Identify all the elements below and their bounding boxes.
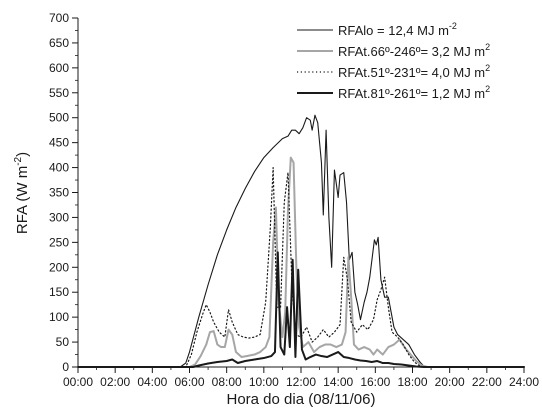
legend-item-rfat66: RFAt.66º-246º= 3,2 MJ m2 [297,42,490,59]
legend-label: RFAt.81º-261º= 1,2 MJ m2 [338,84,490,101]
y-tick-label: 50 [56,335,70,349]
y-tick-label: 300 [49,210,69,224]
x-tick-label: 02:00 [100,375,130,389]
legend-label: RFAlo = 12,4 MJ m-2 [338,21,457,38]
x-tick-label: 20:00 [435,375,465,389]
y-tick-label: 450 [49,136,69,150]
x-tick-label: 04:00 [137,375,167,389]
x-tick-label: 08:00 [212,375,242,389]
legend-label-main: RFAlo = 12,4 MJ m [338,23,449,38]
tick-labels: 0 50 100 150 200 250 300 350 400 450 500 550 600 650 7… [49,11,539,389]
legend-label-sup: 2 [485,63,490,73]
legend-label-main: RFAt.66º-246º= 3,2 MJ m [338,44,485,59]
legend-label-main: RFAt.81º-261º= 1,2 MJ m [338,86,485,101]
y-tick-label: 250 [49,235,69,249]
y-tick-label: 350 [49,186,69,200]
y-tick-label: 650 [49,36,69,50]
x-axis-title: Hora do dia (08/11/06) [227,391,376,408]
legend-item-rfalo: RFAlo = 12,4 MJ m-2 [297,21,457,38]
y-tick-label: 200 [49,260,69,274]
y-tick-label: 0 [62,360,69,374]
y-tick-label: 700 [49,11,69,25]
legend-label: RFAt.66º-246º= 3,2 MJ m2 [338,42,490,59]
y-tick-label: 500 [49,111,69,125]
legend-item-rfat81: RFAt.81º-261º= 1,2 MJ m2 [297,84,490,101]
x-tick-label: 24:00 [509,375,539,389]
x-tick-label: 22:00 [472,375,502,389]
axes [77,18,524,368]
x-tick-label: 16:00 [360,375,390,389]
series-rfalo-line [77,114,525,368]
y-axis-title-end: ) [14,152,31,157]
x-tick-label: 10:00 [249,375,279,389]
legend-label-sup: -2 [449,21,457,31]
y-axis-title-main: RFA (W m [14,166,31,234]
legend-label-main: RFAt.51º-231º= 4,0 MJ m [338,65,485,80]
y-tick-label: 150 [49,285,69,299]
legend-item-rfat51: RFAt.51º-231º= 4,0 MJ m2 [297,63,490,80]
series-rfat51-line [77,166,525,368]
x-tick-label: 18:00 [397,375,427,389]
y-tick-label: 600 [49,61,69,75]
legend-label-sup: 2 [485,84,490,94]
y-axis-title: RFA (W m-2) [13,152,31,234]
y-tick-label: 550 [49,86,69,100]
y-axis-title-sup: -2 [13,156,24,165]
legend-label: RFAt.51º-231º= 4,0 MJ m2 [338,63,490,80]
series-rfat81-line [77,251,525,368]
legend: RFAlo = 12,4 MJ m-2 RFAt.66º-246º= 3,2 MJ… [297,21,490,101]
y-tick-label: 400 [49,161,69,175]
x-tick-label: 12:00 [286,375,316,389]
x-tick-label: 14:00 [323,375,353,389]
x-tick-label: 00:00 [63,375,93,389]
y-tick-label: 100 [49,310,69,324]
series-layer [77,114,525,368]
x-tick-label: 06:00 [174,375,204,389]
legend-label-sup: 2 [485,42,490,52]
